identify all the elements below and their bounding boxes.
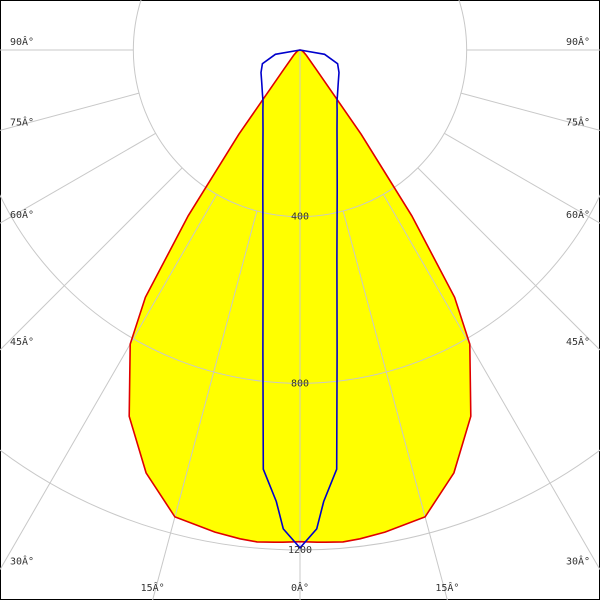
radial-tick-label: 800 <box>291 378 309 389</box>
angle-tick-label: 60Â° <box>10 208 34 221</box>
grid-spoke <box>444 132 600 224</box>
angle-tick-label: 45Â° <box>10 335 34 348</box>
angle-tick-label: 30Â° <box>10 555 34 568</box>
grid-spoke <box>0 92 140 131</box>
angle-tick-label: 60Â° <box>566 208 590 221</box>
angle-tick-label: 15Â° <box>141 581 165 594</box>
grid-spoke <box>417 167 600 351</box>
curve-line <box>260 49 340 550</box>
grid-spoke <box>152 210 258 600</box>
grid-spoke <box>342 210 448 600</box>
angle-tick-label: 0Â° <box>291 581 309 594</box>
radial-tick-label: 1200 <box>288 545 312 556</box>
angle-tick-label: 45Â° <box>566 335 590 348</box>
angle-tick-label: 15Â° <box>435 581 459 594</box>
grid-spoke <box>0 194 218 570</box>
grid-spoke <box>460 92 600 131</box>
curve-line <box>128 49 472 543</box>
grid-spoke <box>382 194 600 570</box>
angle-tick-label: 90Â° <box>566 35 590 48</box>
angle-tick-label: 75Â° <box>10 115 34 128</box>
angle-tick-label: 30Â° <box>566 555 590 568</box>
grid-spoke <box>0 132 156 224</box>
angle-tick-label: 90Â° <box>10 35 34 48</box>
radial-tick-label: 400 <box>291 212 309 223</box>
grid-spoke <box>0 167 183 351</box>
angle-tick-label: 75Â° <box>566 115 590 128</box>
